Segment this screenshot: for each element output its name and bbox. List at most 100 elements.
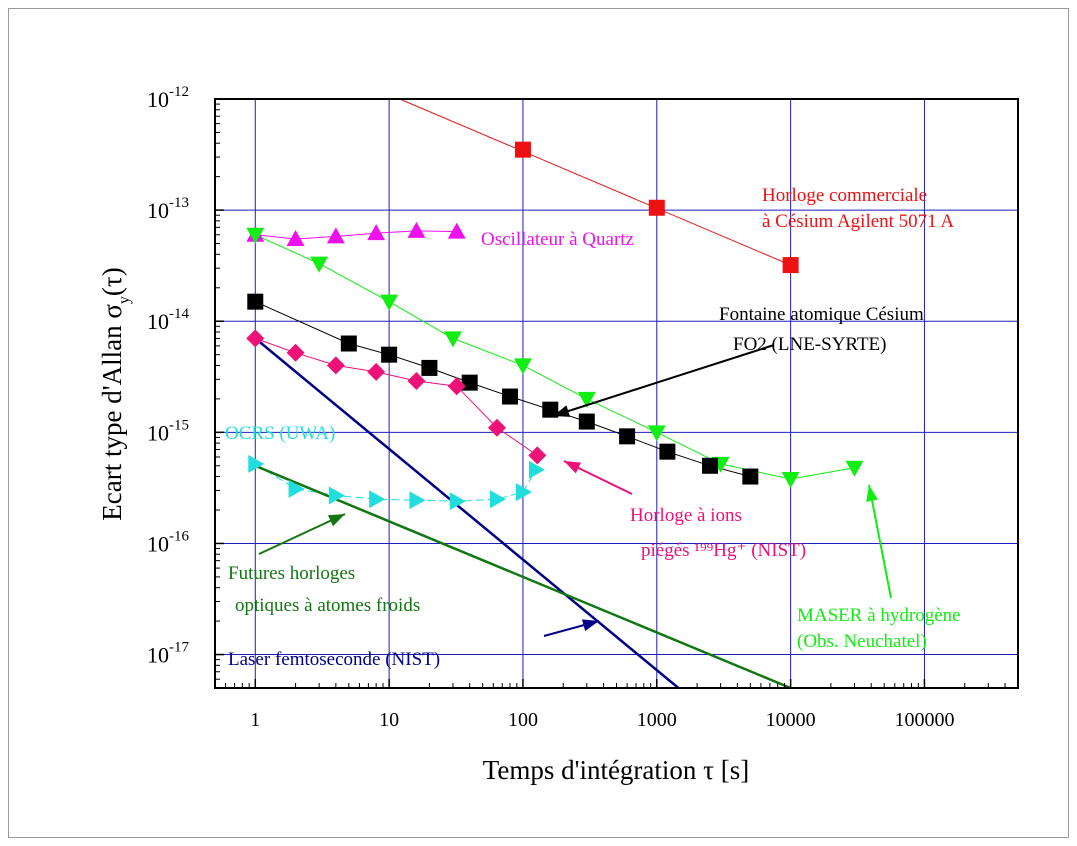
y-tick-label: 10-16 bbox=[147, 528, 189, 556]
hg-ion-point bbox=[488, 418, 507, 437]
fo2-point bbox=[501, 388, 518, 405]
x-tick-label: 100000 bbox=[894, 709, 954, 731]
y-tick-label: 10-15 bbox=[147, 417, 189, 445]
maser-point bbox=[380, 294, 399, 311]
hg-ion-label: piégés ¹⁹⁹Hg⁺ (NIST) bbox=[641, 540, 806, 561]
hg-ion-point bbox=[447, 377, 466, 396]
cesium-agilent-line bbox=[399, 99, 791, 266]
fo2-point bbox=[578, 413, 595, 430]
x-axis-label: Temps d'intégration τ [s] bbox=[483, 755, 750, 785]
futures-optiques-label: Futures horloges bbox=[228, 563, 355, 584]
ocrs-point bbox=[248, 454, 265, 473]
y-tick-exponent: -14 bbox=[169, 306, 189, 322]
ocrs-point bbox=[515, 483, 532, 502]
maser-label: MASER à hydrogène bbox=[797, 605, 961, 626]
laser-femto-arrow bbox=[543, 619, 600, 637]
hg-ion-point bbox=[286, 343, 305, 362]
y-tick-base: 10 bbox=[147, 87, 169, 112]
allan-deviation-chart: 1 10 100 1000 10000 10000010-1210-1310-1410-1… bbox=[97, 84, 1019, 785]
maser-arrow bbox=[866, 484, 892, 599]
ocrs-point bbox=[328, 486, 345, 505]
quartz-point bbox=[407, 221, 426, 238]
hg-ion-point bbox=[407, 371, 426, 390]
fo2-point bbox=[542, 401, 559, 418]
x-tick-label: 10 bbox=[379, 709, 399, 731]
y-tick-base: 10 bbox=[147, 198, 169, 223]
hg-ion-point bbox=[367, 362, 386, 381]
y-tick-label: 10-17 bbox=[147, 640, 189, 668]
y-tick-label: 10-13 bbox=[147, 195, 189, 223]
maser-line bbox=[255, 234, 855, 480]
fo2-label: Fontaine atomique Césium bbox=[719, 304, 924, 325]
x-tick-label: 100 bbox=[508, 709, 538, 731]
y-tick-exponent: -16 bbox=[169, 528, 189, 544]
maser-point bbox=[781, 472, 800, 489]
laser-femto-line bbox=[254, 337, 680, 688]
y-axis-label-main: Ecart type d'Allan σ bbox=[97, 304, 127, 521]
quartz-line bbox=[255, 230, 457, 240]
fo2-point bbox=[381, 346, 398, 363]
annotation-arrows bbox=[258, 344, 892, 637]
futures-optiques-label: optiques à atomes froids bbox=[235, 595, 420, 616]
fo2-point bbox=[421, 359, 438, 376]
y-tick-exponent: -17 bbox=[169, 640, 189, 656]
fo2-point bbox=[659, 443, 676, 460]
y-tick-base: 10 bbox=[147, 643, 169, 668]
quartz-point bbox=[447, 222, 466, 239]
y-tick-base: 10 bbox=[147, 420, 169, 445]
hg-ion-point bbox=[246, 329, 265, 348]
fo2-point bbox=[340, 335, 357, 352]
fo2-point bbox=[461, 374, 478, 391]
cesium-agilent-point bbox=[514, 141, 531, 158]
maser-point bbox=[246, 227, 265, 244]
ocrs-point bbox=[288, 479, 305, 498]
y-axis-label-sub: y bbox=[116, 296, 133, 304]
y-tick-label: 10-12 bbox=[147, 84, 189, 112]
marker-layer bbox=[246, 141, 864, 511]
maser-point bbox=[513, 358, 532, 375]
laser-femto-label: Laser femtoseconde (NIST) bbox=[228, 649, 440, 670]
ocrs-label: OCRS (UWA) bbox=[225, 423, 335, 444]
fo2-point bbox=[702, 457, 719, 474]
y-tick-base: 10 bbox=[147, 531, 169, 556]
quartz-point bbox=[326, 227, 345, 244]
quartz-point bbox=[367, 224, 386, 241]
maser-point bbox=[577, 391, 596, 408]
cesium-agilent-point bbox=[648, 199, 665, 216]
y-tick-exponent: -13 bbox=[169, 195, 189, 211]
hg-ion-arrow bbox=[563, 460, 633, 495]
y-axis-label: Ecart type d'Allan σy(τ) bbox=[97, 267, 133, 520]
futures-optiques-arrow bbox=[258, 513, 346, 555]
cesium-agilent-point bbox=[782, 257, 799, 274]
axes: 1 10 100 1000 10000 10000010-1210-1310-1410-1… bbox=[147, 84, 1019, 731]
maser-point bbox=[845, 460, 864, 477]
ocrs-point bbox=[409, 491, 426, 510]
fo2-arrow bbox=[552, 344, 775, 417]
hg-ion-point bbox=[528, 446, 547, 465]
ocrs-point bbox=[490, 490, 507, 509]
maser-point bbox=[647, 425, 666, 442]
hg-ion-label: Horloge à ions bbox=[630, 505, 742, 526]
hg-ion-point bbox=[326, 356, 345, 375]
cesium-agilent-label: à Césium Agilent 5071 A bbox=[762, 211, 954, 232]
ocrs-point bbox=[369, 490, 386, 509]
y-tick-exponent: -12 bbox=[169, 84, 189, 100]
ocrs-point bbox=[528, 460, 545, 479]
maser-point bbox=[443, 331, 462, 348]
y-tick-exponent: -15 bbox=[169, 417, 189, 433]
fo2-point bbox=[619, 428, 636, 445]
y-tick-label: 10-14 bbox=[147, 306, 189, 334]
y-axis-label-tail: (τ) bbox=[97, 267, 127, 296]
futures-optiques-line bbox=[254, 464, 792, 688]
figure-frame: 1 10 100 1000 10000 100000 10-12 10-13 10-14 10-1… bbox=[8, 8, 1069, 838]
y-tick-base: 10 bbox=[147, 309, 169, 334]
maser-label: (Obs. Neuchatel) bbox=[797, 631, 927, 652]
fo2-point bbox=[742, 468, 759, 485]
maser-point bbox=[310, 256, 329, 273]
quartz-label: Oscillateur à Quartz bbox=[481, 229, 634, 250]
x-tick-label: 10000 bbox=[766, 709, 816, 731]
quartz-point bbox=[286, 229, 305, 246]
fo2-point bbox=[247, 293, 264, 310]
fo2-label: FO2 (LNE-SYRTE) bbox=[733, 334, 886, 355]
ocrs-point bbox=[449, 492, 466, 511]
